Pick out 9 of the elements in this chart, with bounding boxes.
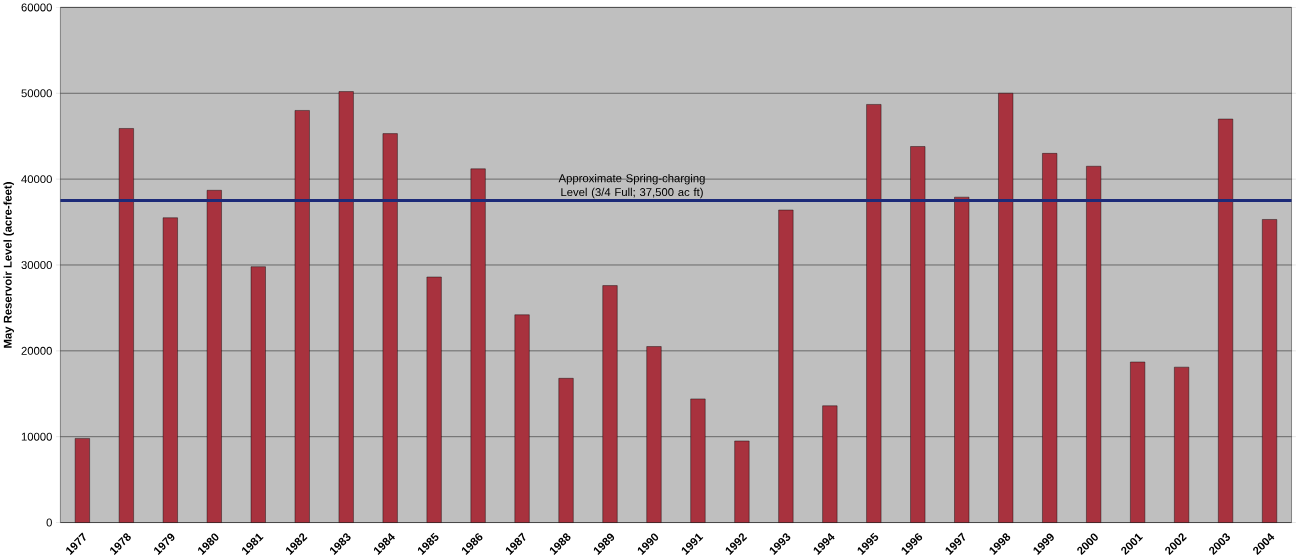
y-tick-label: 50000 [21,89,52,98]
y-tick-label: 30000 [21,260,52,269]
y-tick-label: 0 [46,518,52,527]
ref-line-label: Approximate Spring-charging Level (3/4 Full; 37,500 ac ft) [558,173,705,199]
y-tick-label: 40000 [21,174,52,183]
y-tick-label: 10000 [21,432,52,441]
y-axis-title: May Reservoir Level (acre-feet) [3,181,14,348]
y-tick-label: 60000 [21,3,52,12]
y-tick-label: 20000 [21,346,52,355]
